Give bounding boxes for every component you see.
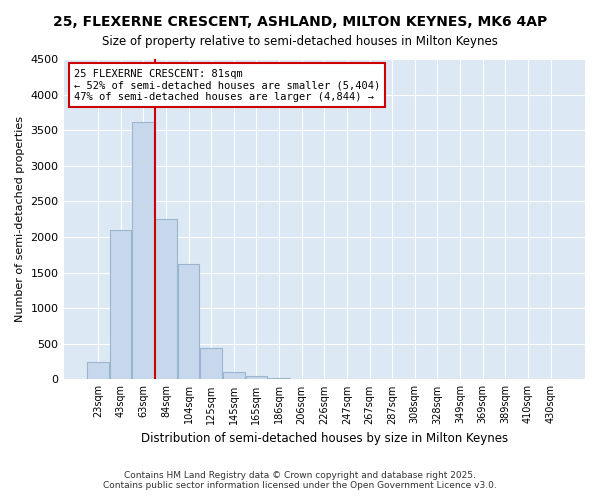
Bar — [268, 378, 290, 380]
Y-axis label: Number of semi-detached properties: Number of semi-detached properties — [15, 116, 25, 322]
Bar — [155, 219, 176, 380]
Text: Size of property relative to semi-detached houses in Milton Keynes: Size of property relative to semi-detach… — [102, 35, 498, 48]
Text: 25 FLEXERNE CRESCENT: 81sqm
← 52% of semi-detached houses are smaller (5,404)
47: 25 FLEXERNE CRESCENT: 81sqm ← 52% of sem… — [74, 68, 380, 102]
X-axis label: Distribution of semi-detached houses by size in Milton Keynes: Distribution of semi-detached houses by … — [141, 432, 508, 445]
Bar — [110, 230, 131, 380]
Bar — [245, 376, 267, 380]
Bar — [200, 348, 222, 380]
Bar — [133, 122, 154, 380]
Bar — [223, 372, 245, 380]
Text: 25, FLEXERNE CRESCENT, ASHLAND, MILTON KEYNES, MK6 4AP: 25, FLEXERNE CRESCENT, ASHLAND, MILTON K… — [53, 15, 547, 29]
Bar — [178, 264, 199, 380]
Bar — [87, 362, 109, 380]
Text: Contains HM Land Registry data © Crown copyright and database right 2025.
Contai: Contains HM Land Registry data © Crown c… — [103, 470, 497, 490]
